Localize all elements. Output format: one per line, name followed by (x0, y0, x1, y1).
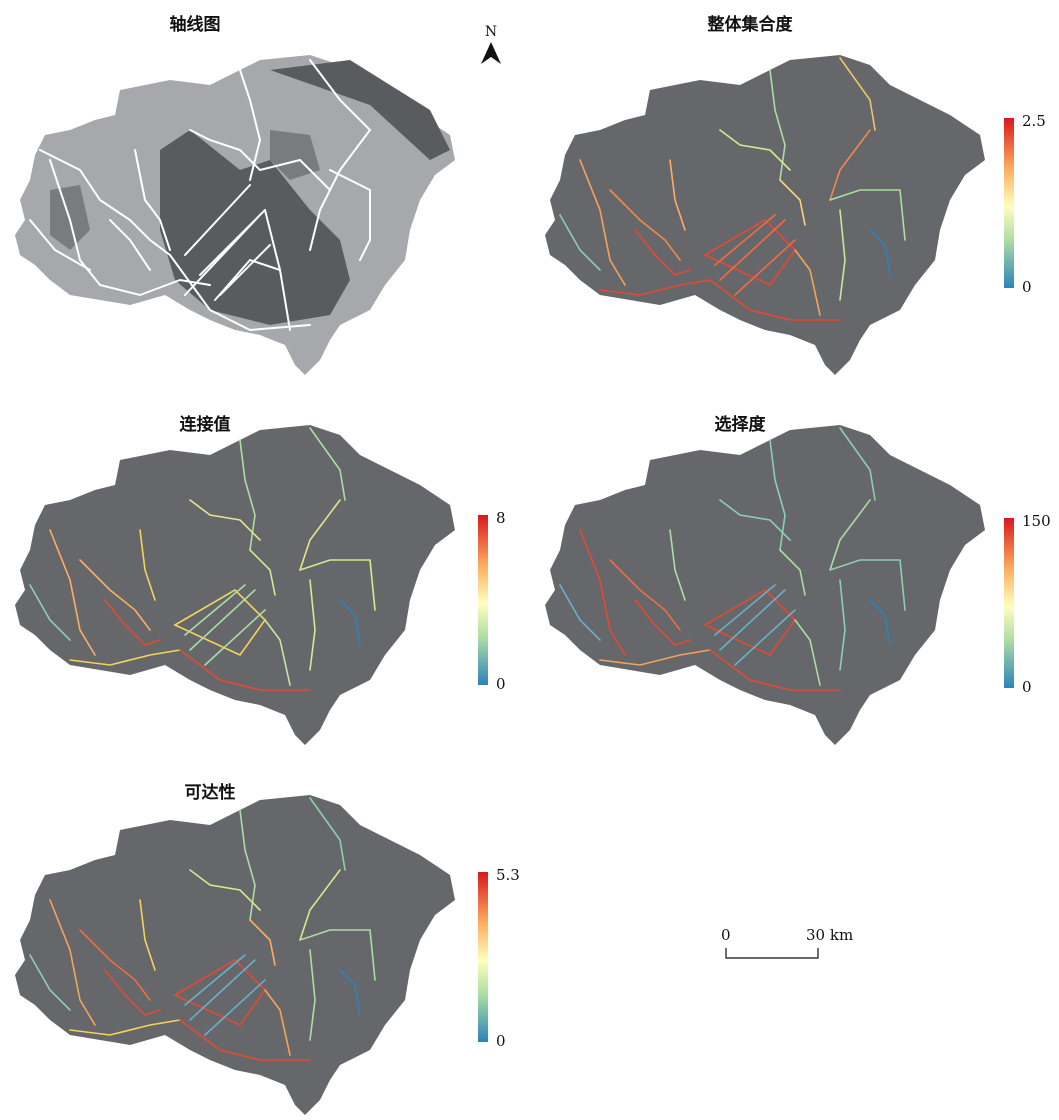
choice-map (545, 425, 985, 745)
scale-bar: 0 30 km (716, 926, 853, 970)
connectivity-legend-min: 0 (496, 675, 506, 693)
north-arrow-icon (481, 42, 501, 64)
scale-bar-line (725, 948, 819, 959)
axial-map (15, 55, 455, 375)
accessibility-color-ramp (478, 872, 488, 1042)
accessibility-legend-max: 5.3 (496, 866, 520, 884)
north-label: N (484, 24, 498, 40)
connectivity-legend-max: 8 (496, 509, 506, 527)
connectivity-map-title: 连接值 (179, 415, 231, 435)
choice-legend-max: 150 (1022, 512, 1051, 530)
north-arrow: N (476, 24, 506, 70)
choice-legend-min: 0 (1022, 678, 1032, 696)
connectivity-color-ramp (478, 515, 488, 685)
integration-legend-max: 2.5 (1022, 112, 1046, 130)
accessibility-legend-min: 0 (496, 1032, 506, 1050)
integration-color-ramp (1004, 118, 1014, 288)
scale-bar-start-label: 0 (721, 926, 731, 944)
scale-bar-end-label: 30 km (806, 926, 854, 944)
choice-map-title: 选择度 (714, 415, 766, 435)
integration-map-title: 整体集合度 (707, 15, 793, 35)
integration-map (545, 55, 985, 375)
accessibility-map-title: 可达性 (184, 783, 236, 803)
connectivity-map (15, 425, 455, 745)
choice-color-ramp (1004, 518, 1014, 688)
accessibility-map (15, 795, 455, 1115)
integration-legend-min: 0 (1022, 278, 1032, 296)
axial-map-title: 轴线图 (169, 15, 221, 35)
